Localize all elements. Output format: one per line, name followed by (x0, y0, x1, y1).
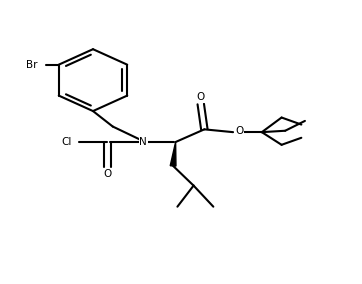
Polygon shape (170, 142, 176, 166)
Text: O: O (197, 92, 205, 102)
Text: O: O (235, 126, 243, 136)
Text: O: O (103, 169, 111, 179)
Text: N: N (139, 137, 147, 147)
Text: Br: Br (26, 60, 37, 70)
Text: Cl: Cl (61, 137, 71, 147)
